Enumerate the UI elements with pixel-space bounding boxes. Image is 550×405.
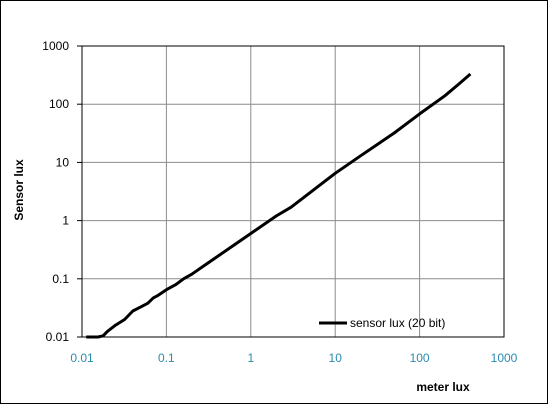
y-tick-label: 10 (56, 155, 70, 169)
y-tick-label: 100 (49, 97, 69, 111)
x-tick-label: 10 (329, 351, 343, 365)
legend-label: sensor lux (20 bit) (350, 316, 445, 330)
x-tick-label: 1000 (491, 351, 518, 365)
x-tick-label: 1 (247, 351, 254, 365)
series-layer (86, 72, 472, 339)
x-tick-label: 0.1 (158, 351, 175, 365)
y-axis-ticks: 0.01 0.1 1 10 100 1000 (42, 39, 82, 344)
y-axis-title: Sensor lux (12, 159, 26, 221)
plot-area (81, 45, 505, 338)
y-tick-label: 0.1 (52, 272, 69, 286)
x-tick-label: 0.01 (70, 351, 94, 365)
y-tick-label: 1 (62, 214, 69, 228)
x-axis-ticks: 0.01 0.1 1 10 100 1000 (70, 351, 517, 365)
legend: sensor lux (20 bit) (319, 316, 445, 330)
y-tick-label: 1000 (42, 39, 69, 53)
x-tick-label: 100 (410, 351, 430, 365)
series-line (86, 72, 472, 339)
y-tick-label: 0.01 (46, 330, 70, 344)
x-axis-title: meter lux (416, 380, 470, 394)
